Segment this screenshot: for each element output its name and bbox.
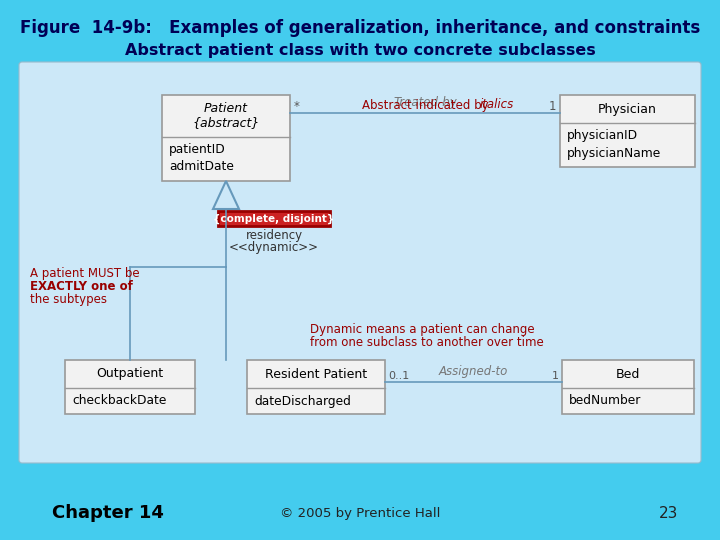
Text: Figure  14-9b:   Examples of generalization, inheritance, and constraints: Figure 14-9b: Examples of generalization… xyxy=(20,19,700,37)
Text: physicianID: physicianID xyxy=(567,130,638,143)
Text: {abstract}: {abstract} xyxy=(192,117,260,130)
Bar xyxy=(562,360,694,414)
Text: Patient: Patient xyxy=(204,103,248,116)
Text: Bed: Bed xyxy=(616,368,640,381)
Bar xyxy=(218,211,330,226)
Text: Assigned-to: Assigned-to xyxy=(438,365,508,378)
Text: A patient MUST be: A patient MUST be xyxy=(30,267,140,280)
Bar xyxy=(247,360,385,414)
Text: italics: italics xyxy=(480,98,514,111)
Text: 1: 1 xyxy=(552,371,559,381)
Bar xyxy=(162,95,290,181)
Text: patientID: patientID xyxy=(169,144,226,157)
Text: 0..1: 0..1 xyxy=(388,371,409,381)
Text: Resident Patient: Resident Patient xyxy=(265,368,367,381)
Text: Physician: Physician xyxy=(598,103,657,116)
Text: admitDate: admitDate xyxy=(169,160,234,173)
Text: EXACTLY one of: EXACTLY one of xyxy=(30,280,133,294)
Bar xyxy=(65,360,195,414)
Text: *: * xyxy=(294,100,300,113)
Text: from one subclass to another over time: from one subclass to another over time xyxy=(310,336,544,349)
Text: Outpatient: Outpatient xyxy=(96,368,163,381)
FancyBboxPatch shape xyxy=(19,62,701,463)
Text: {complete, disjoint}: {complete, disjoint} xyxy=(213,213,335,224)
Text: physicianName: physicianName xyxy=(567,146,661,159)
Text: residency: residency xyxy=(246,230,302,242)
Text: the subtypes: the subtypes xyxy=(30,294,107,307)
Text: dateDischarged: dateDischarged xyxy=(254,395,351,408)
Text: Abstract indicated by: Abstract indicated by xyxy=(362,98,492,111)
Text: bedNumber: bedNumber xyxy=(569,395,642,408)
Text: 1: 1 xyxy=(549,100,556,113)
Text: Abstract patient class with two concrete subclasses: Abstract patient class with two concrete… xyxy=(125,43,595,57)
Text: Treated-by: Treated-by xyxy=(393,96,457,109)
Bar xyxy=(560,95,695,167)
Text: checkbackDate: checkbackDate xyxy=(72,395,166,408)
Text: Dynamic means a patient can change: Dynamic means a patient can change xyxy=(310,323,535,336)
Text: 23: 23 xyxy=(659,505,678,521)
Text: © 2005 by Prentice Hall: © 2005 by Prentice Hall xyxy=(280,507,440,519)
Text: Chapter 14: Chapter 14 xyxy=(52,504,164,522)
Text: <<dynamic>>: <<dynamic>> xyxy=(229,241,319,254)
